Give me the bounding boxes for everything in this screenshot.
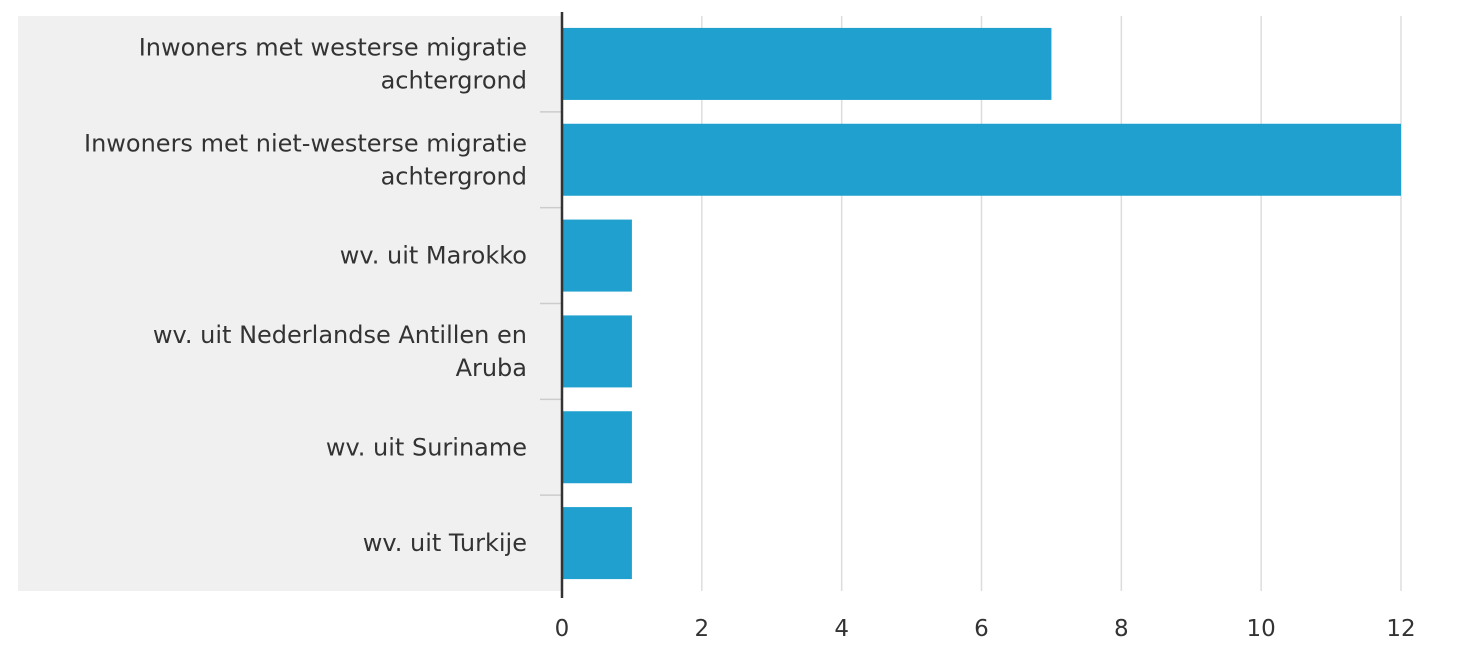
x-tick-label: 6 bbox=[974, 616, 989, 642]
category-label: wv. uit Turkije bbox=[363, 529, 527, 557]
x-tick-label: 4 bbox=[834, 616, 849, 642]
category-labels: Inwoners met westerse migratie achtergron… bbox=[84, 33, 527, 557]
x-axis-tick-labels: 0 2 4 6 8 10 12 bbox=[555, 616, 1416, 642]
bar bbox=[562, 315, 632, 388]
category-label: wv. uit Suriname bbox=[326, 433, 527, 461]
category-label: wv. uit Marokko bbox=[340, 242, 527, 270]
x-tick-label: 12 bbox=[1386, 616, 1415, 642]
category-label: Inwoners met westerse migratie achtergron… bbox=[139, 33, 527, 94]
x-tick-label: 10 bbox=[1247, 616, 1276, 642]
bars bbox=[562, 27, 1401, 580]
x-tick-label: 0 bbox=[555, 616, 570, 642]
x-tick-label: 2 bbox=[695, 616, 710, 642]
category-label: Inwoners met niet-westerse migratie achte… bbox=[84, 129, 527, 190]
bar bbox=[562, 411, 632, 484]
gridlines bbox=[540, 16, 1402, 591]
bar bbox=[562, 27, 1052, 100]
bar bbox=[562, 219, 632, 292]
x-tick-label: 8 bbox=[1114, 616, 1129, 642]
category-label-panel bbox=[18, 16, 562, 591]
bar bbox=[562, 123, 1401, 196]
bar bbox=[562, 507, 632, 580]
category-label: wv. uit Nederlandse Antillen en Aruba bbox=[153, 321, 527, 382]
